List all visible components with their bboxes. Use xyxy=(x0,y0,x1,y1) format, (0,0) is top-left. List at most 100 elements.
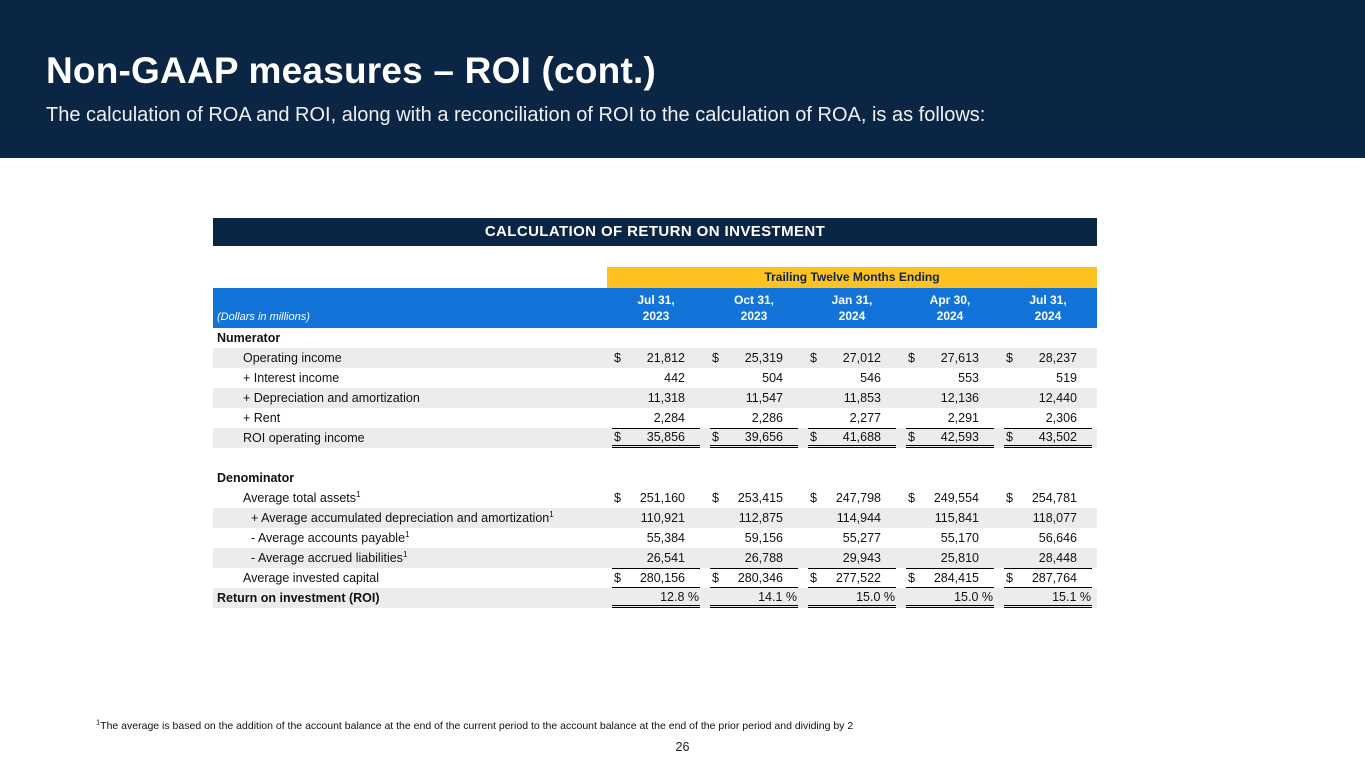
cell-value: 27,012 xyxy=(842,351,881,365)
dollar-sign: $ xyxy=(614,351,621,365)
cell-value: 11,853 xyxy=(843,391,881,405)
slide-subtitle: The calculation of ROA and ROI, along wi… xyxy=(46,104,986,126)
value-cell xyxy=(705,468,803,488)
footnote-sup: 1 xyxy=(96,717,101,727)
value-cell: 519 xyxy=(999,368,1097,388)
row-label: ROI operating income xyxy=(243,431,365,445)
cell-value: 251,160 xyxy=(639,491,685,505)
value-cell: 553 xyxy=(901,368,999,388)
table-row: Return on investment (ROI) 12.8 % 14.1 % 15… xyxy=(213,588,1097,608)
cell-value: 55,384 xyxy=(646,531,685,545)
cell-value: 25,810 xyxy=(940,551,979,565)
cell-value: 280,156 xyxy=(639,571,685,585)
row-label: Return on investment (ROI) xyxy=(217,591,380,605)
value-cell xyxy=(803,328,901,348)
cell-value: 56,646 xyxy=(1038,531,1077,545)
table-row: - Average accounts payable1 55,384 59,156 5… xyxy=(213,528,1097,548)
cell-value: 55,170 xyxy=(940,531,979,545)
value-cell: $249,554 xyxy=(901,488,999,508)
value-cell: 59,156 xyxy=(705,528,803,548)
value-cell: 26,788 xyxy=(705,548,803,568)
row-label: Operating income xyxy=(243,351,342,365)
cell-value: 26,788 xyxy=(744,551,783,565)
value-cell: 11,318 xyxy=(607,388,705,408)
row-label: Denominator xyxy=(217,471,295,485)
cell-value: 519 xyxy=(1056,371,1077,385)
value-cell: $27,012 xyxy=(803,348,901,368)
dollar-sign: $ xyxy=(810,491,817,505)
table-row: ROI operating income $35,856 $39,656 $41,68… xyxy=(213,428,1097,448)
value-cell: $25,319 xyxy=(705,348,803,368)
table-row: Average invested capital $280,156 $280,346… xyxy=(213,568,1097,588)
table-row: Average total assets1 $251,160 $253,415 $24… xyxy=(213,488,1097,508)
cell-value: 504 xyxy=(762,371,783,385)
dollar-sign: $ xyxy=(908,351,915,365)
cell-value: 280,346 xyxy=(737,571,783,585)
value-cell xyxy=(803,468,901,488)
cell-value: 115,841 xyxy=(934,511,979,525)
column-header: Jan 31, 2024 xyxy=(831,293,873,323)
cell-value: 249,554 xyxy=(933,491,979,505)
table-body: Numerator Operating income $21,812 $25,319 $… xyxy=(213,328,1097,608)
dollar-sign: $ xyxy=(614,430,621,444)
value-cell: 114,944 xyxy=(803,508,901,528)
table-row: + Rent 2,284 2,286 2,277 2,291 2,306 xyxy=(213,408,1097,428)
spacer-row xyxy=(213,448,1097,468)
value-cell: 55,170 xyxy=(901,528,999,548)
value-cell: $35,856 xyxy=(607,428,705,448)
value-cell: 110,921 xyxy=(607,508,705,528)
cell-value: 553 xyxy=(958,371,979,385)
value-cell: 504 xyxy=(705,368,803,388)
value-cell: 2,284 xyxy=(607,408,705,428)
dollar-sign: $ xyxy=(712,491,719,505)
cell-value: 287,764 xyxy=(1031,571,1077,585)
table-row: Denominator xyxy=(213,468,1097,488)
table-row: Numerator xyxy=(213,328,1097,348)
roi-table: CALCULATION OF RETURN ON INVESTMENT Trai… xyxy=(213,218,1097,608)
value-cell: 112,875 xyxy=(705,508,803,528)
dollar-sign: $ xyxy=(712,571,719,585)
column-header-row: (Dollars in millions) Jul 31, 2023 Oct 31,… xyxy=(213,288,1097,328)
cell-value: 118,077 xyxy=(1032,511,1077,525)
slide-title: Non-GAAP measures – ROI (cont.) xyxy=(46,50,656,91)
cell-value: 59,156 xyxy=(744,531,783,545)
cell-value: 2,277 xyxy=(849,411,881,425)
column-header: Jul 31, 2023 xyxy=(637,293,675,323)
dollar-sign: $ xyxy=(1006,430,1013,444)
value-cell xyxy=(607,328,705,348)
cell-value: 247,798 xyxy=(835,491,881,505)
cell-value: 14.1 % xyxy=(758,589,797,604)
dollar-sign: $ xyxy=(810,430,817,444)
value-cell: 2,291 xyxy=(901,408,999,428)
cell-value: 25,319 xyxy=(744,351,783,365)
value-cell: $42,593 xyxy=(901,428,999,448)
page-number: 26 xyxy=(675,740,690,754)
value-cell: $43,502 xyxy=(999,428,1097,448)
column-header: Oct 31, 2023 xyxy=(733,293,775,323)
value-cell: $287,764 xyxy=(999,568,1097,588)
row-label: - Average accrued liabilities1 xyxy=(251,549,408,565)
value-cell: $280,156 xyxy=(607,568,705,588)
header-band: Non-GAAP measures – ROI (cont.) The calc… xyxy=(0,0,1365,158)
value-cell: 28,448 xyxy=(999,548,1097,568)
cell-value: 253,415 xyxy=(737,491,783,505)
value-cell: $277,522 xyxy=(803,568,901,588)
column-header: Jul 31, 2024 xyxy=(1029,293,1067,323)
value-cell xyxy=(705,328,803,348)
dollar-sign: $ xyxy=(1006,491,1013,505)
row-label: Numerator xyxy=(217,331,281,345)
value-cell: 11,547 xyxy=(705,388,803,408)
cell-value: 41,688 xyxy=(842,430,881,444)
cell-value: 39,656 xyxy=(744,430,783,444)
dollar-sign: $ xyxy=(614,491,621,505)
cell-value: 254,781 xyxy=(1031,491,1077,505)
cell-value: 27,613 xyxy=(940,351,979,365)
cell-value: 110,921 xyxy=(640,511,685,525)
value-cell: $251,160 xyxy=(607,488,705,508)
cell-value: 112,875 xyxy=(738,511,783,525)
cell-value: 546 xyxy=(860,371,881,385)
value-cell xyxy=(999,468,1097,488)
cell-value: 11,547 xyxy=(745,391,783,405)
row-label: + Rent xyxy=(243,411,281,425)
cell-value: 28,448 xyxy=(1038,551,1077,565)
